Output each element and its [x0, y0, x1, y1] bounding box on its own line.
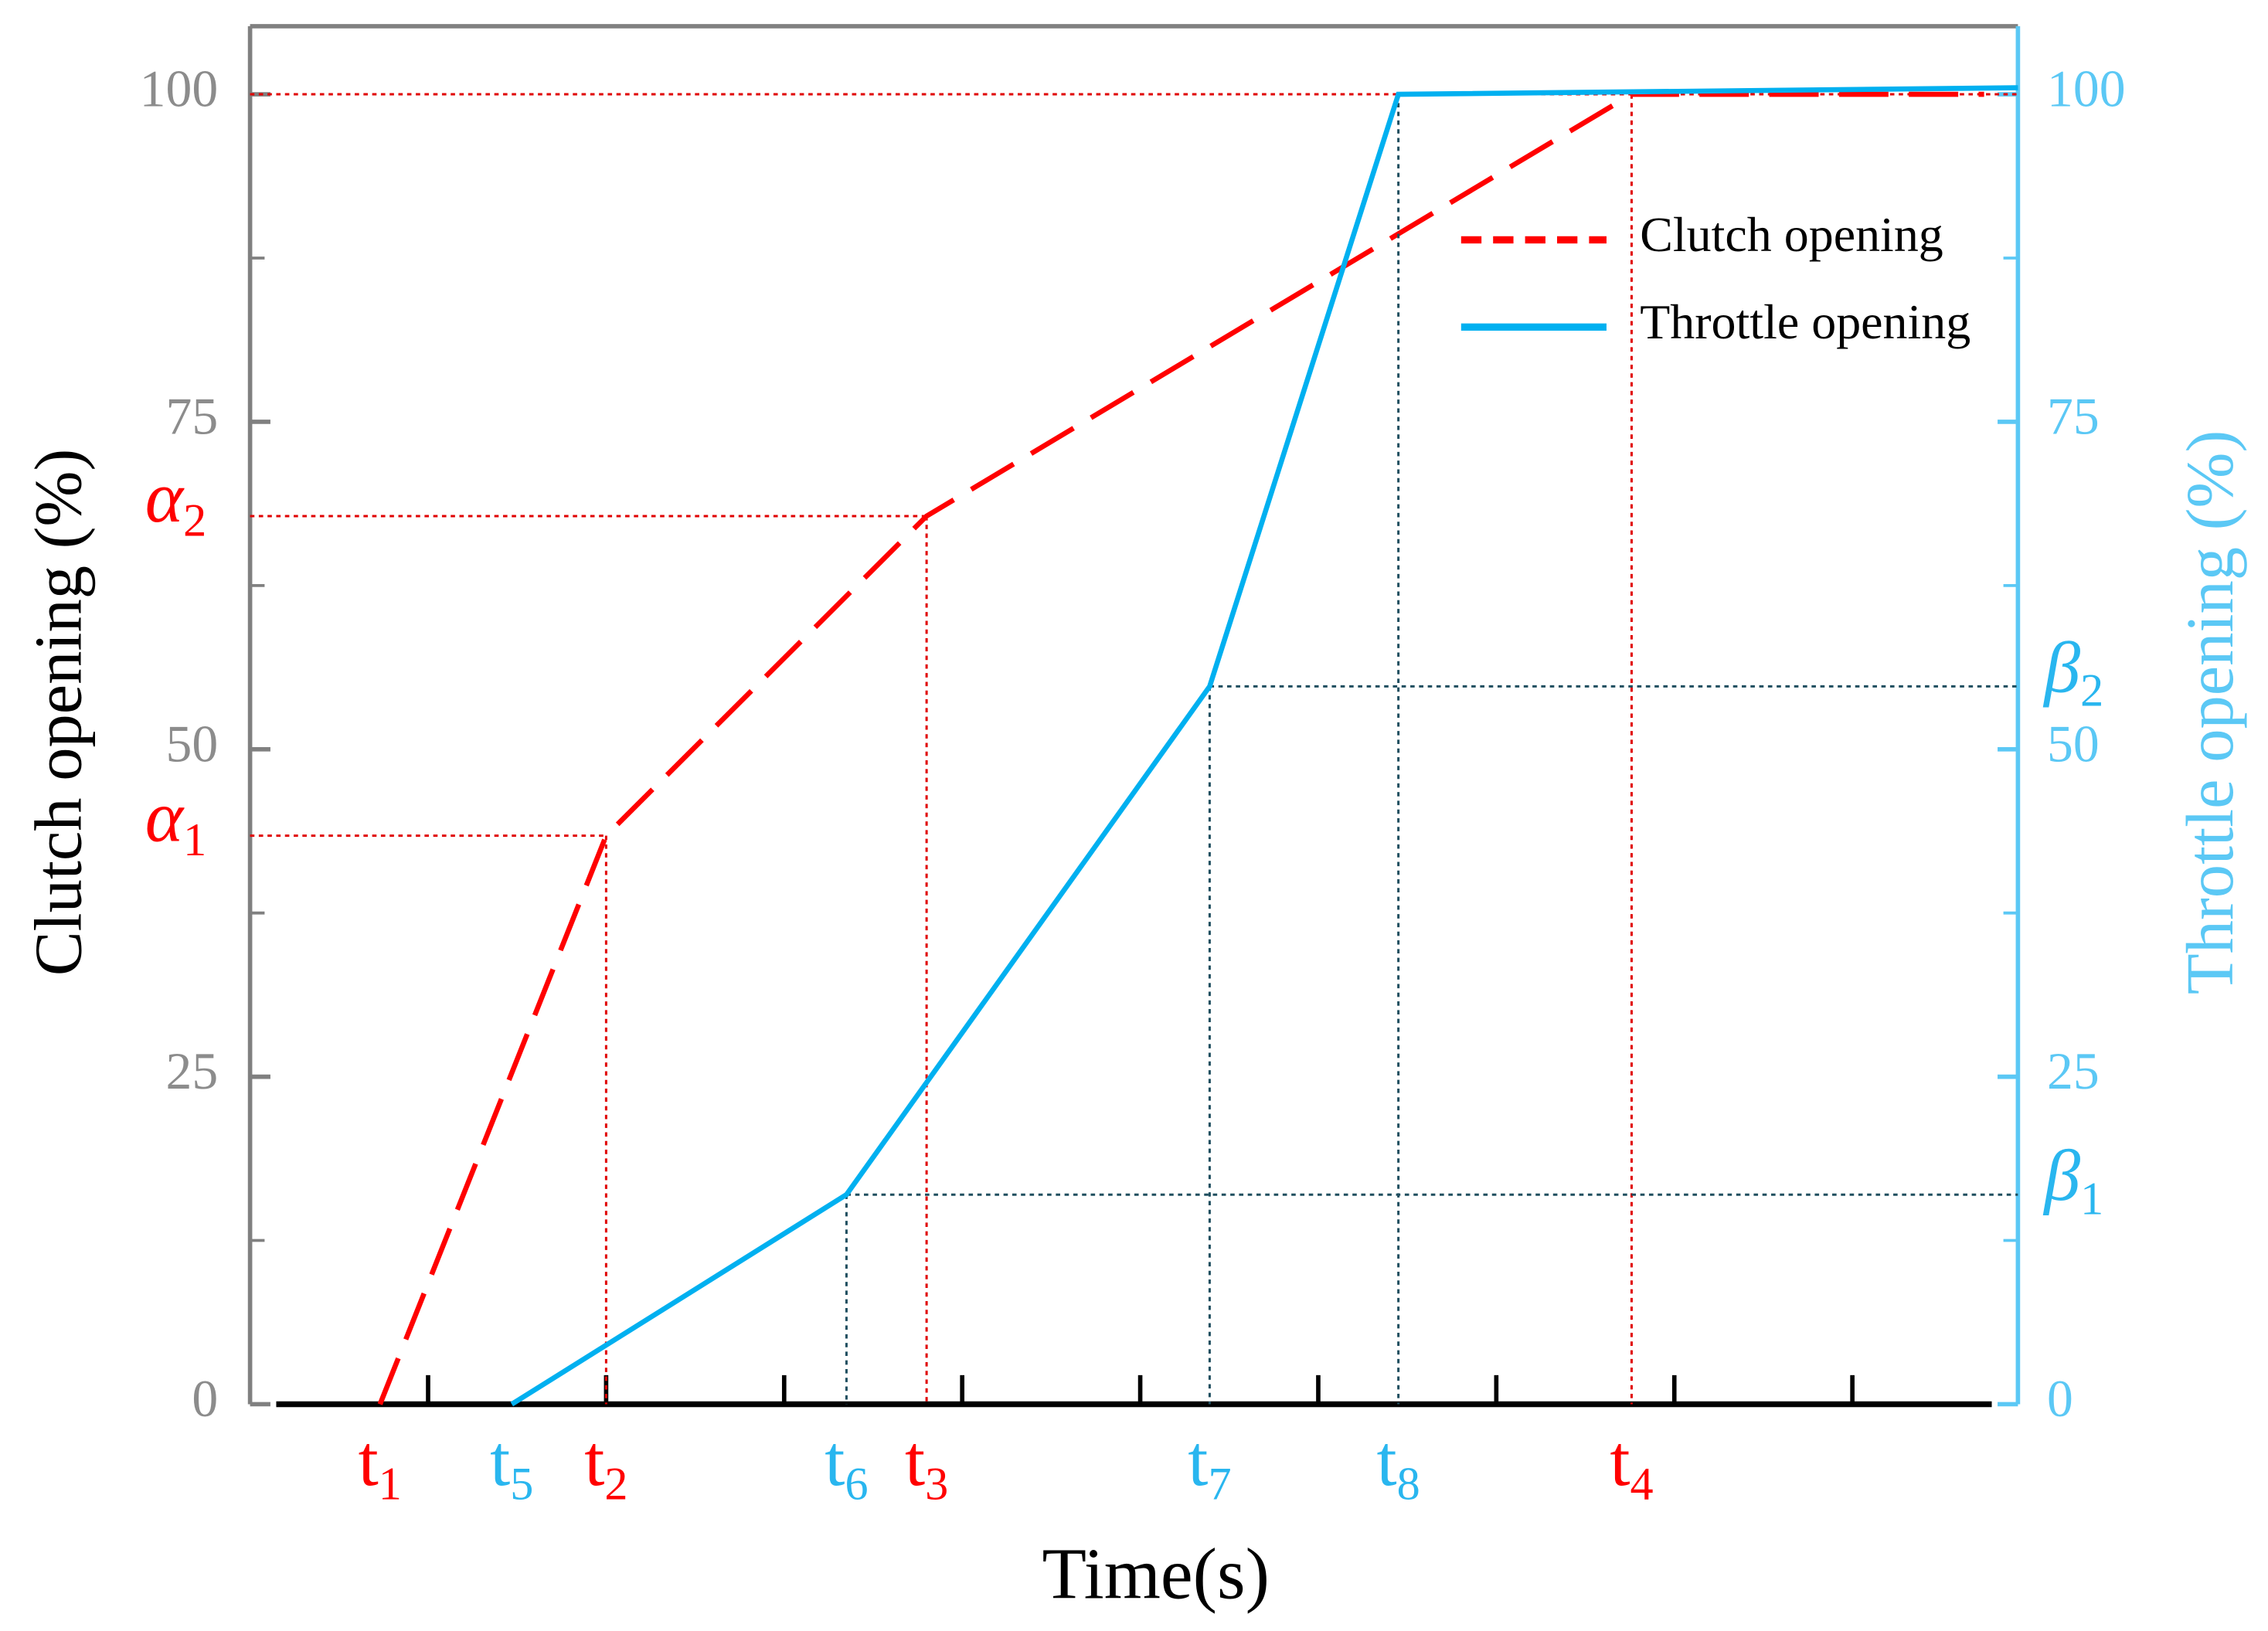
- series-line: [377, 91, 1984, 1405]
- x-axis-label: Time(s): [1042, 1534, 1269, 1615]
- y-tick-label: 100: [140, 60, 219, 118]
- level-label: α2: [145, 457, 206, 547]
- y2-tick-label: 100: [2047, 60, 2126, 118]
- y-tick-label: 25: [165, 1042, 218, 1100]
- time-label: t8: [1377, 1421, 1420, 1510]
- level-label: α1: [145, 776, 206, 866]
- y-axis-label: Clutch opening (%): [22, 449, 96, 976]
- y2-tick-label: 75: [2047, 387, 2100, 445]
- legend-label: Throttle opening: [1640, 294, 1970, 349]
- time-label: t5: [490, 1421, 533, 1510]
- y2-tick-label: 0: [2047, 1370, 2073, 1428]
- time-label: t7: [1188, 1421, 1231, 1510]
- y2-axis-label: Throttle opening (%): [2173, 430, 2247, 995]
- time-label: t6: [825, 1421, 868, 1510]
- level-label: β1: [2042, 1136, 2103, 1225]
- y2-tick-label: 50: [2047, 715, 2100, 773]
- time-label: t2: [584, 1421, 627, 1510]
- y-tick-label: 0: [192, 1370, 218, 1428]
- time-label: t3: [905, 1421, 948, 1510]
- time-label: t4: [1610, 1421, 1653, 1510]
- y2-tick-label: 25: [2047, 1042, 2100, 1100]
- series-line: [510, 85, 2018, 1407]
- time-label: t1: [359, 1421, 402, 1510]
- y-tick-label: 50: [165, 715, 218, 773]
- legend-label: Clutch opening: [1640, 207, 1943, 262]
- y-tick-label: 75: [165, 387, 218, 445]
- level-label: β2: [2042, 627, 2103, 717]
